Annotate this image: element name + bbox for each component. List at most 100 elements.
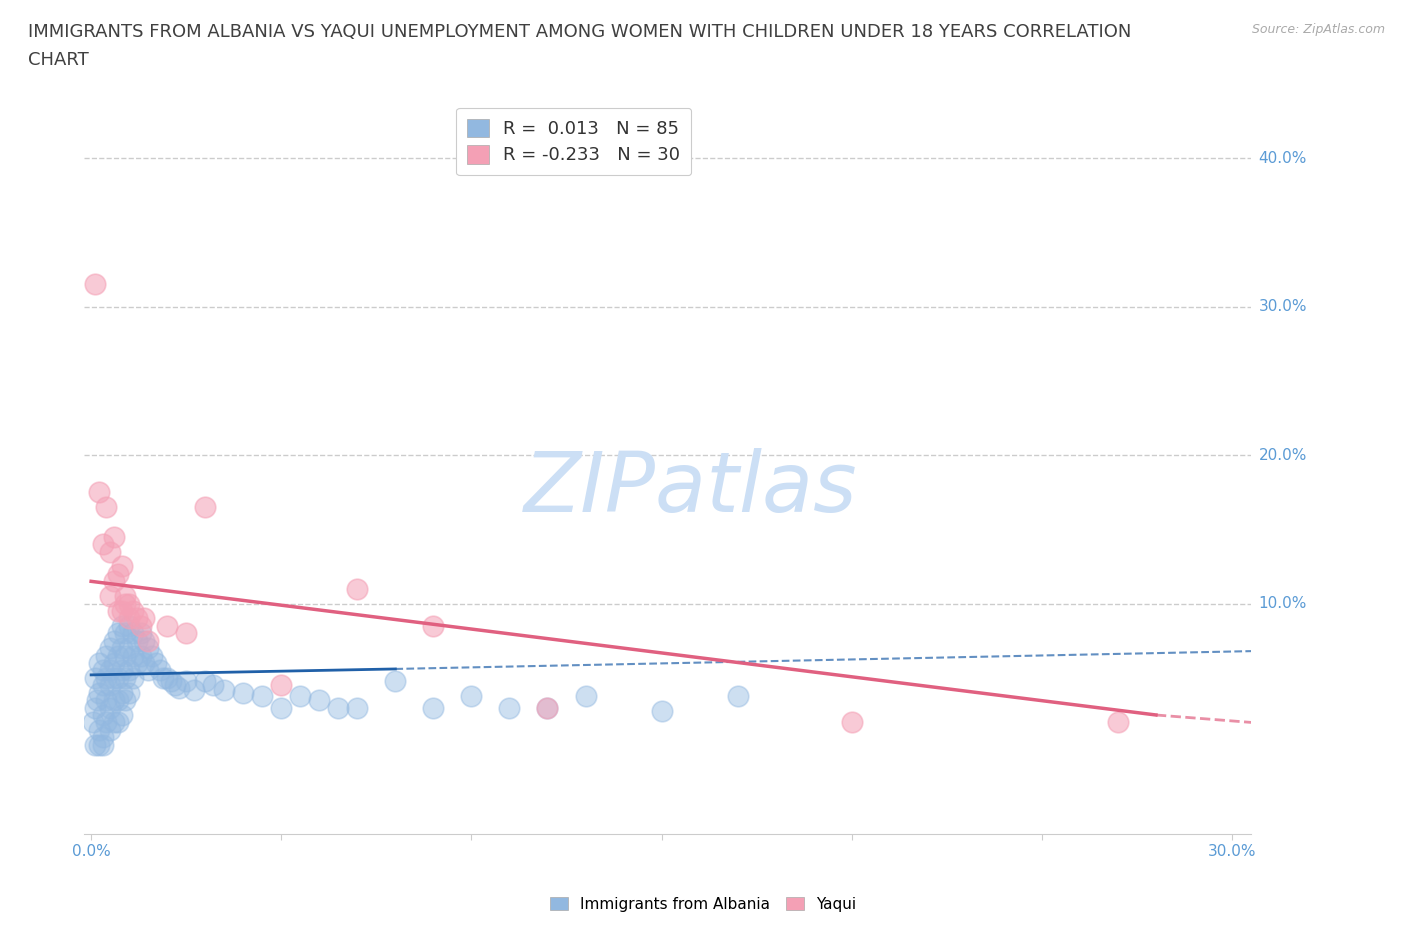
Point [110,618,132,633]
Point [110,604,132,618]
Point [422,618,444,633]
Text: Source: ZipAtlas.com: Source: ZipAtlas.com [1251,23,1385,36]
Point [91,730,114,745]
Point [136,641,159,656]
Point [536,700,558,715]
Point [290,688,312,703]
Point [84,700,107,715]
Text: 40.0%: 40.0% [1258,151,1308,166]
Point [114,693,136,708]
Point [110,663,132,678]
Point [103,693,125,708]
Point [87,737,110,752]
Point [163,678,186,693]
Point [96,715,118,730]
Point [107,648,129,663]
Point [98,544,121,559]
Point [574,688,596,703]
Point [270,700,292,715]
Point [156,671,179,685]
Point [103,633,125,648]
Point [110,559,132,574]
Text: IMMIGRANTS FROM ALBANIA VS YAQUI UNEMPLOYMENT AMONG WOMEN WITH CHILDREN UNDER 18: IMMIGRANTS FROM ALBANIA VS YAQUI UNEMPLO… [28,23,1132,41]
Point [201,678,224,693]
Text: CHART: CHART [28,51,89,69]
Point [129,626,152,641]
Point [84,277,107,292]
Point [141,648,163,663]
Point [98,678,121,693]
Point [91,537,114,551]
Text: ZIPatlas: ZIPatlas [524,447,858,529]
Legend: Immigrants from Albania, Yaqui: Immigrants from Albania, Yaqui [544,890,862,918]
Point [96,499,118,514]
Point [122,604,145,618]
Point [103,574,125,589]
Point [152,671,174,685]
Point [107,604,129,618]
Text: 10.0%: 10.0% [1258,596,1308,611]
Point [103,656,125,671]
Point [87,656,110,671]
Point [134,633,156,648]
Point [82,715,104,730]
Point [212,683,235,698]
Point [160,673,183,688]
Point [129,618,152,633]
Point [328,700,350,715]
Point [107,715,129,730]
Point [103,671,125,685]
Point [96,648,118,663]
Point [498,700,520,715]
Point [98,589,121,604]
Point [98,723,121,737]
Point [125,611,148,626]
Point [110,708,132,723]
Point [422,700,444,715]
Point [86,693,108,708]
Point [122,626,145,641]
Point [118,663,141,678]
Point [270,678,292,693]
Point [174,673,197,688]
Point [194,673,217,688]
Point [1107,715,1129,730]
Point [103,715,125,730]
Point [84,737,107,752]
Point [167,681,190,696]
Point [118,596,141,611]
Point [87,485,110,499]
Point [148,663,170,678]
Point [103,529,125,544]
Point [87,685,110,700]
Point [651,703,673,718]
Point [460,688,482,703]
Point [91,678,114,693]
Point [107,626,129,641]
Point [183,683,205,698]
Point [87,723,110,737]
Point [136,663,159,678]
Point [125,656,148,671]
Point [136,633,159,648]
Point [156,618,179,633]
Point [114,648,136,663]
Point [134,611,156,626]
Point [107,693,129,708]
Point [232,685,254,700]
Point [96,671,118,685]
Point [194,499,217,514]
Point [118,611,141,626]
Point [91,737,114,752]
Legend: R =  0.013   N = 85, R = -0.233   N = 30: R = 0.013 N = 85, R = -0.233 N = 30 [457,108,692,176]
Point [727,688,749,703]
Point [536,700,558,715]
Point [118,685,141,700]
Point [114,671,136,685]
Point [110,685,132,700]
Point [118,618,141,633]
Point [118,641,141,656]
Text: 30.0%: 30.0% [1258,299,1308,314]
Point [122,671,145,685]
Point [98,641,121,656]
